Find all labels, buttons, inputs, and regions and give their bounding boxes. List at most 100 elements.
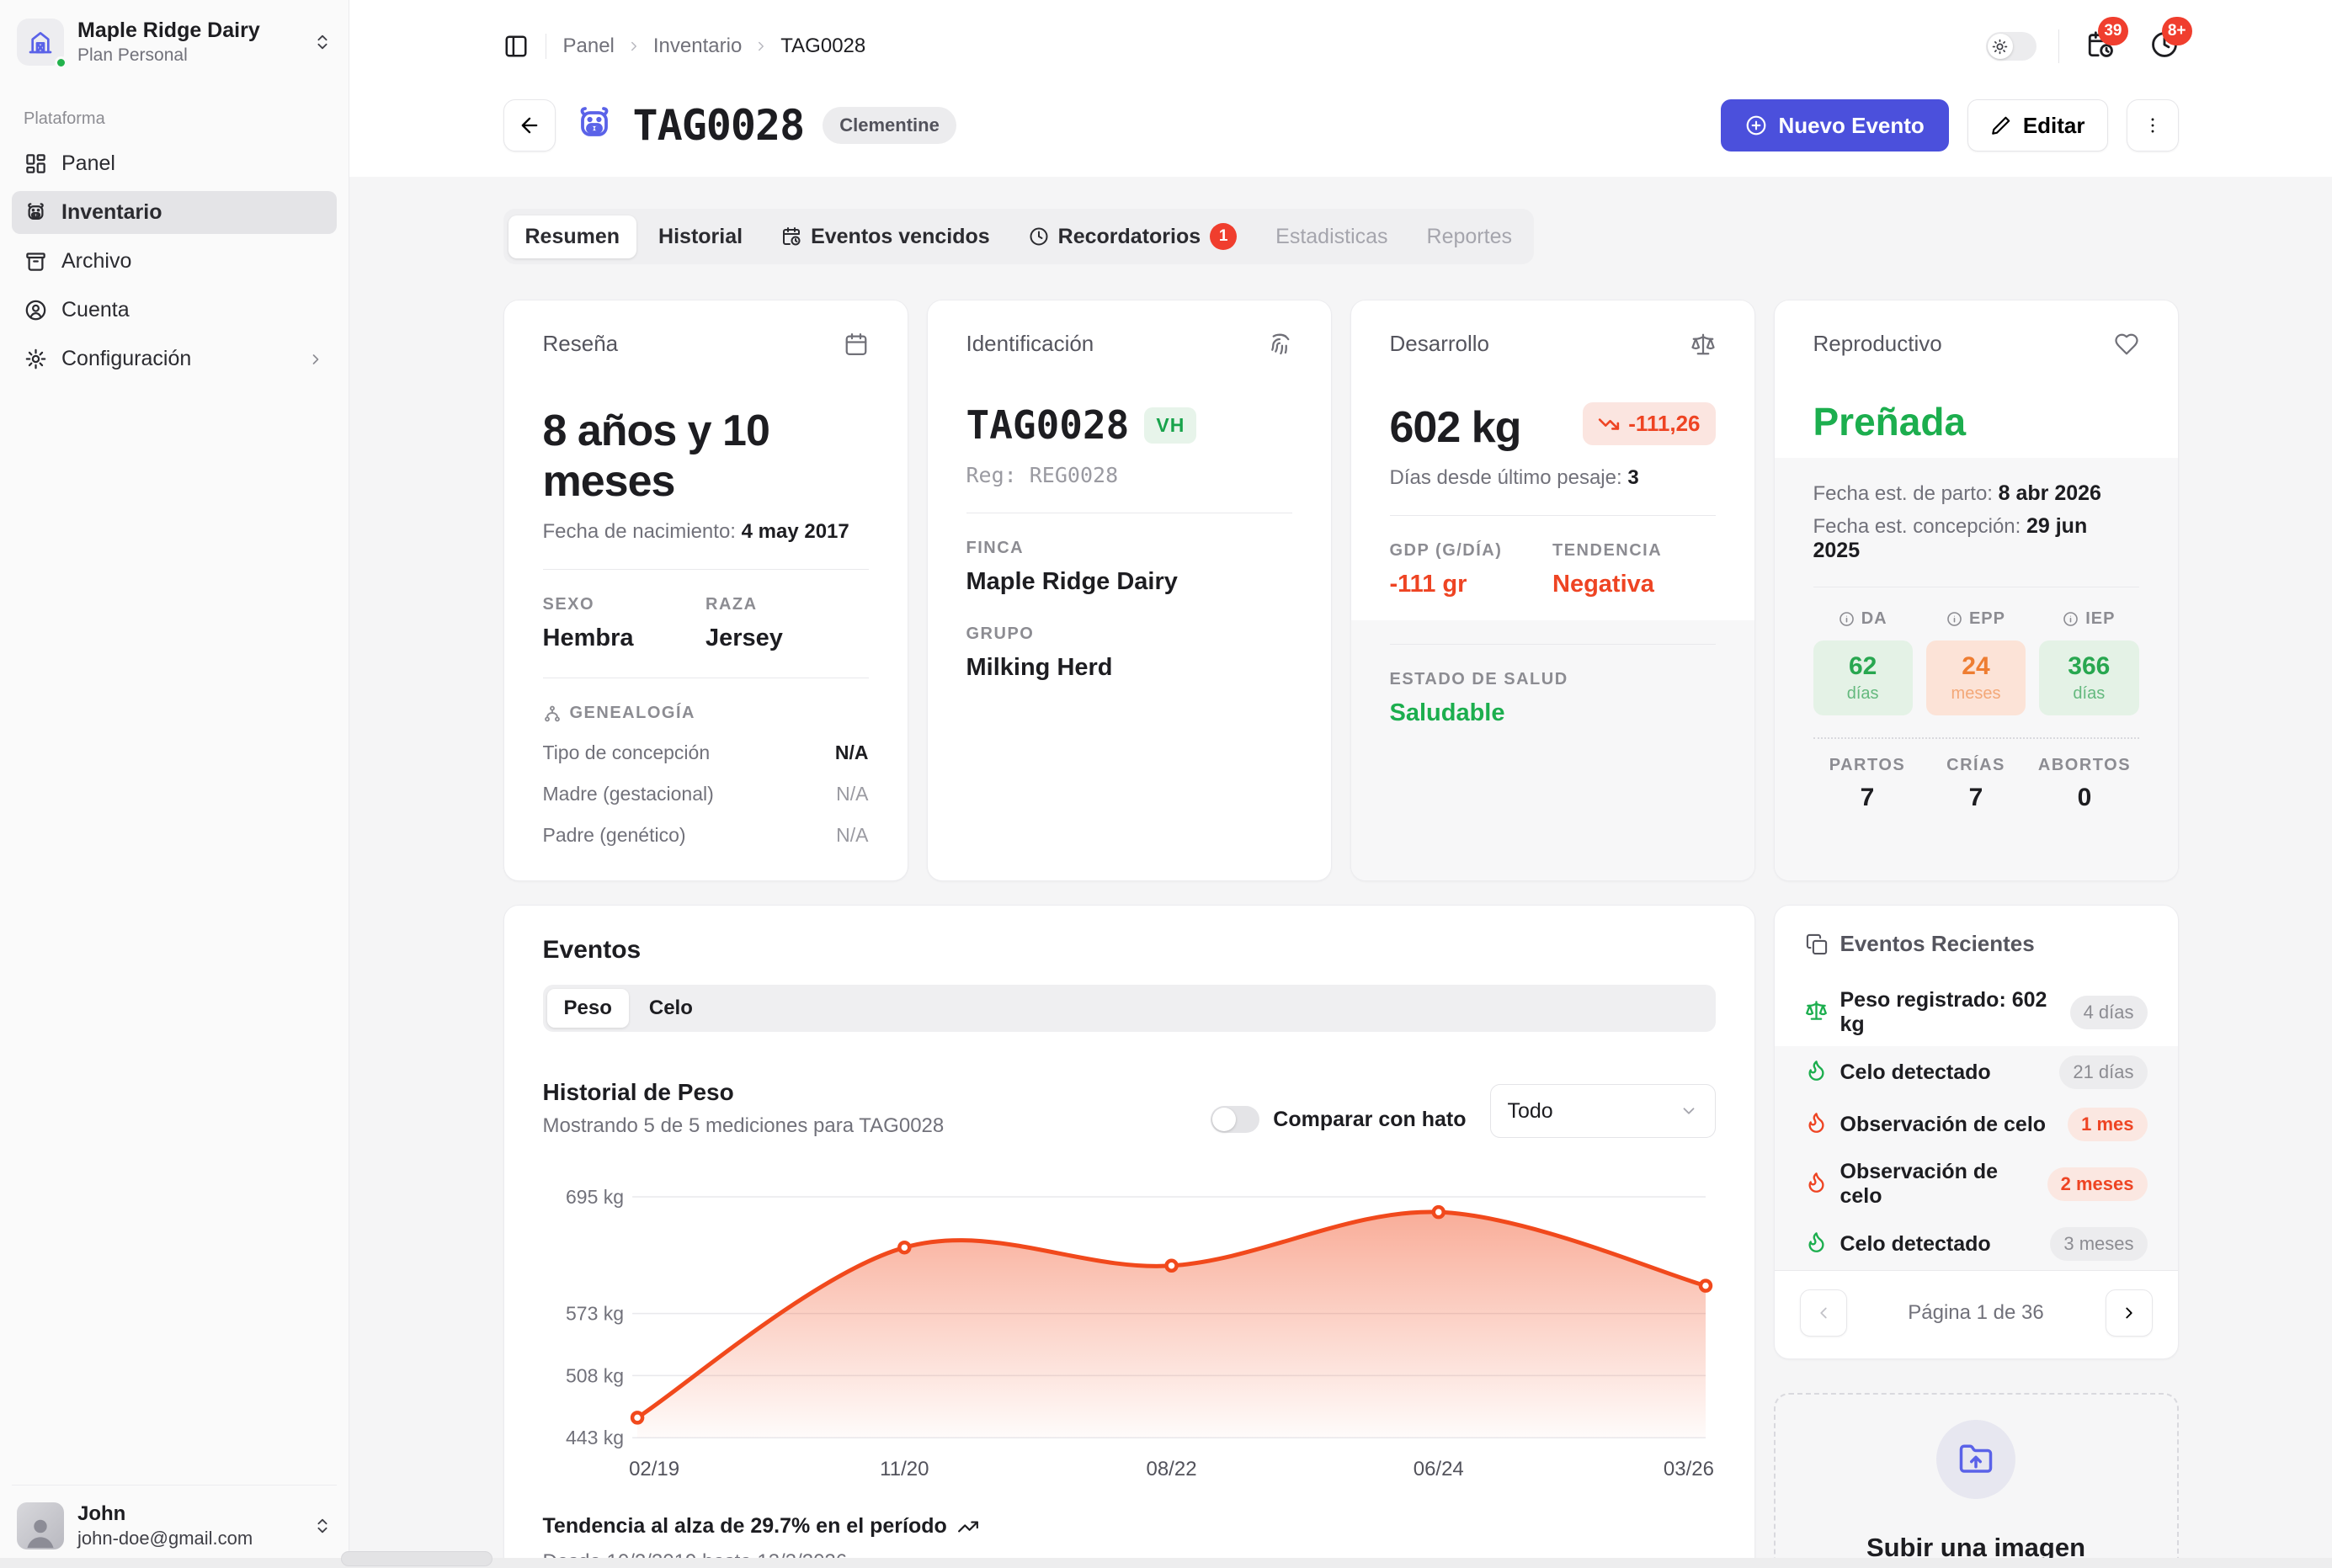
card-title: Desarrollo [1389,331,1490,356]
horizontal-scrollbar[interactable] [0,1551,2332,1568]
registry-number: Reg: REG0028 [966,463,1119,487]
user-email: john-doe@gmail.com [77,1528,253,1549]
sidebar-item-inventario[interactable]: Inventario [12,191,337,234]
pill-celo[interactable]: Celo [648,997,693,1019]
card-resena: Reseña 8 años y 10 meses Fecha de nacimi… [503,300,908,881]
birth-date: 4 may 2017 [741,520,849,543]
tab-resumen[interactable]: Resumen [508,215,637,258]
recent-event-row[interactable]: Peso registrado: 602 kg 4 días [1775,979,2178,1046]
card-reproductivo: Reproductivo Preñada Fecha est. de parto… [1773,300,2179,881]
raza-value: Jersey [705,625,783,651]
reminders-button[interactable]: 8+ [2150,16,2192,63]
sidebar-item-panel[interactable]: Panel [12,142,337,185]
chart-title: Historial de Peso [542,1079,734,1105]
breadcrumb-current: TAG0028 [780,35,866,57]
upload-title: Subir una imagen [1866,1533,2086,1562]
sidebar-item-label: Panel [61,151,115,175]
weight-chart: 695 kg 573 kg 508 kg 443 kg 02/19 11/20 08/22 0… [543,1185,1716,1486]
sidebar-item-label: Inventario [61,200,162,224]
sun-icon [1992,39,2008,55]
sidebar-item-configuracion[interactable]: Configuración [12,338,337,380]
recent-event-row[interactable]: Observación de celo 2 meses [1774,1151,2178,1218]
dashboard-icon [24,152,47,175]
recent-events-title: Eventos Recientes [1840,931,2035,956]
gear-icon [24,348,47,370]
salud-value: Saludable [1389,699,1505,726]
avatar [17,1502,64,1549]
recent-event-row[interactable]: Celo detectado 3 meses [1774,1218,2178,1270]
user-menu[interactable]: John john-doe@gmail.com [12,1496,337,1556]
reminders-badge: 8+ [2161,16,2192,45]
sexo-label: SEXO [542,595,595,614]
finca-value: Maple Ridge Dairy [966,568,1178,595]
range-select[interactable]: Todo [1489,1084,1716,1138]
cow-icon [24,201,47,224]
barn-icon [27,29,54,56]
sidebar-item-archivo[interactable]: Archivo [12,240,337,283]
sidebar-nav: Panel Inventario Archivo Cuenta Configur… [12,142,337,380]
weight-delta-badge: -111,26 [1583,402,1716,445]
sidebar-section-label: Plataforma [24,109,105,128]
chevrons-up-down-icon [313,33,332,51]
org-plan: Plan Personal [77,45,188,65]
breadcrumb-inventario[interactable]: Inventario [652,35,743,57]
theme-toggle[interactable] [1985,32,2037,61]
chevron-down-icon [1680,1102,1698,1120]
sidebar-toggle-icon[interactable] [503,34,529,59]
animal-age: 8 años y 10 meses [542,407,770,506]
recordatorios-count-badge: 1 [1210,223,1238,250]
count-partos: PARTOS 7 [1829,756,1906,811]
chevron-left-icon [1814,1304,1833,1322]
flame-icon [1805,1059,1828,1082]
arrow-left-icon [518,114,541,137]
recent-events-list: Peso registrado: 602 kg 4 días Celo dete… [1774,979,2178,1270]
scale-icon [1690,332,1716,357]
info-icon [2063,611,2079,627]
trending-down-icon [1598,413,1620,435]
tab-historial[interactable]: Historial [658,224,743,248]
stat-iep: IEP 366 días [2039,609,2139,715]
breadcrumb-panel[interactable]: Panel [562,35,615,57]
conception-date: 29 jun 2025 [1813,514,2088,562]
image-upload-dropzone[interactable]: Subir una imagen SVG, PNG, JPG o GIF (ma… [1773,1393,2179,1568]
edit-button[interactable]: Editar [1967,99,2108,151]
tab-recordatorios[interactable]: Recordatorios 1 [1012,214,1254,259]
compare-herd-label: Comparar con hato [1273,1107,1467,1131]
genealogy-row: Tipo de concepción N/A [542,741,869,763]
page-title: TAG0028 [632,101,806,150]
flame-icon [1805,1111,1828,1134]
org-logo [17,19,67,69]
upload-illustration [1936,1420,2015,1499]
svg-text:443 kg: 443 kg [566,1427,624,1448]
genealogia-label: GENEALOGÍA [569,704,695,722]
tab-estadisticas[interactable]: Estadisticas [1275,224,1388,248]
new-event-button[interactable]: Nuevo Evento [1721,99,1949,151]
org-name: Maple Ridge Dairy [77,19,260,42]
tendencia-value: Negativa [1552,571,1654,598]
event-time-badge: 21 días [2059,1055,2148,1089]
back-button[interactable] [503,99,556,151]
org-switcher[interactable]: Maple Ridge Dairy Plan Personal [12,12,337,72]
range-select-value: Todo [1507,1098,1553,1123]
sidebar-item-cuenta[interactable]: Cuenta [12,289,337,332]
next-page-button[interactable] [2105,1289,2153,1337]
svg-text:08/22: 08/22 [1146,1458,1196,1480]
prev-page-button[interactable] [1799,1289,1847,1337]
breadcrumb: Panel Inventario TAG0028 [563,35,866,58]
chevron-right-icon [626,39,642,54]
gdp-value: -111 gr [1389,571,1467,598]
page-header: Panel Inventario TAG0028 39 [349,0,2332,177]
recent-event-row[interactable]: Observación de celo 1 mes [1774,1098,2178,1151]
recent-event-row[interactable]: Celo detectado 21 días [1774,1046,2178,1098]
tab-reportes[interactable]: Reportes [1426,224,1512,248]
scrollbar-thumb[interactable] [341,1551,492,1566]
stat-epp: EPP 24 meses [1925,609,2026,715]
more-options-button[interactable] [2126,99,2179,151]
current-weight: 602 kg [1389,403,1522,452]
salud-label: ESTADO DE SALUD [1389,670,1568,688]
overdue-events-button[interactable]: 39 [2086,16,2128,63]
tag-number: TAG0028 [966,402,1130,448]
compare-herd-toggle[interactable] [1211,1106,1260,1133]
tab-eventos-vencidos[interactable]: Eventos vencidos [764,215,1007,258]
pill-peso[interactable]: Peso [546,989,629,1028]
